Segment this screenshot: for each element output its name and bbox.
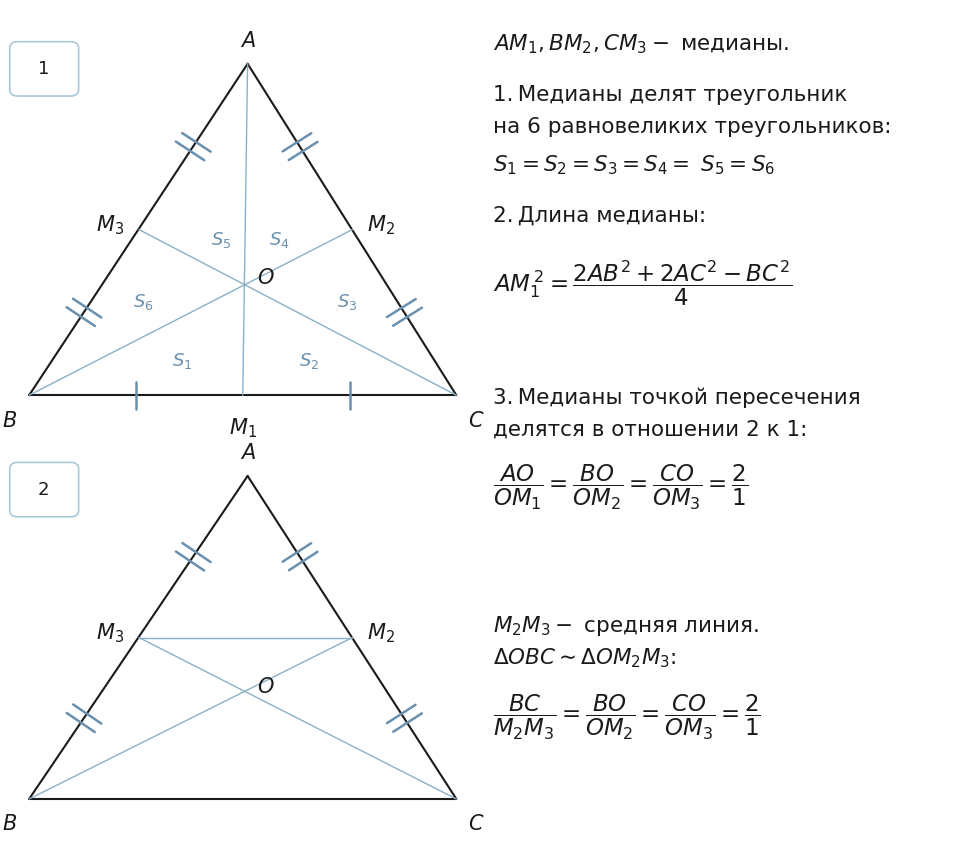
Text: 1: 1 (38, 60, 50, 78)
FancyBboxPatch shape (10, 462, 79, 517)
Text: $S_1$: $S_1$ (173, 351, 192, 371)
Text: $S_5$: $S_5$ (212, 230, 231, 250)
Text: $M_3$: $M_3$ (96, 621, 124, 645)
Text: $S_1 = S_2 = S_3 = S_4 =\ S_5 = S_6$: $S_1 = S_2 = S_3 = S_4 =\ S_5 = S_6$ (493, 153, 776, 177)
Text: $S_3$: $S_3$ (338, 292, 357, 312)
Text: 2. Длина медианы:: 2. Длина медианы: (493, 206, 706, 226)
Text: $\dfrac{BC}{M_2M_3} = \dfrac{BO}{OM_2} = \dfrac{CO}{OM_3} = \dfrac{2}{1}$: $\dfrac{BC}{M_2M_3} = \dfrac{BO}{OM_2} =… (493, 693, 761, 742)
Text: $M_2$: $M_2$ (367, 213, 395, 237)
Text: $M_1$: $M_1$ (229, 416, 256, 440)
Text: $O$: $O$ (257, 677, 275, 697)
Text: $M_2$: $M_2$ (367, 621, 395, 645)
Text: $M_3$: $M_3$ (96, 213, 124, 237)
Text: $\Delta OBC \sim \Delta OM_2M_3$:: $\Delta OBC \sim \Delta OM_2M_3$: (493, 646, 677, 670)
Text: 1. Медианы делят треугольник: 1. Медианы делят треугольник (493, 85, 848, 105)
Text: $S_6$: $S_6$ (133, 292, 154, 312)
Text: $\dfrac{AO}{OM_1} = \dfrac{BO}{OM_2} = \dfrac{CO}{OM_3} = \dfrac{2}{1}$: $\dfrac{AO}{OM_1} = \dfrac{BO}{OM_2} = \… (493, 463, 749, 513)
Text: $C$: $C$ (468, 814, 485, 835)
Text: $AM_1, BM_2, CM_3 -$ медианы.: $AM_1, BM_2, CM_3 -$ медианы. (493, 32, 789, 56)
Text: 3. Медианы точкой пересечения: 3. Медианы точкой пересечения (493, 388, 861, 408)
Text: 2: 2 (38, 480, 50, 499)
Text: делятся в отношении 2 к 1:: делятся в отношении 2 к 1: (493, 420, 808, 440)
Text: $C$: $C$ (468, 411, 485, 431)
Text: на 6 равновеликих треугольников:: на 6 равновеликих треугольников: (493, 117, 891, 138)
Text: $S_2$: $S_2$ (299, 351, 318, 371)
Text: $M_2M_3 -$ средняя линия.: $M_2M_3 -$ средняя линия. (493, 614, 759, 638)
FancyBboxPatch shape (10, 42, 79, 96)
Text: $A$: $A$ (240, 31, 255, 51)
Text: $O$: $O$ (257, 268, 275, 288)
Text: $S_4$: $S_4$ (269, 230, 290, 250)
Text: $B$: $B$ (3, 814, 17, 835)
Text: $AM_1^{\,2} = \dfrac{2AB^2 + 2AC^2 - BC^2}{4}$: $AM_1^{\,2} = \dfrac{2AB^2 + 2AC^2 - BC^… (493, 258, 792, 308)
Text: $A$: $A$ (240, 443, 255, 463)
Text: $B$: $B$ (3, 411, 17, 431)
